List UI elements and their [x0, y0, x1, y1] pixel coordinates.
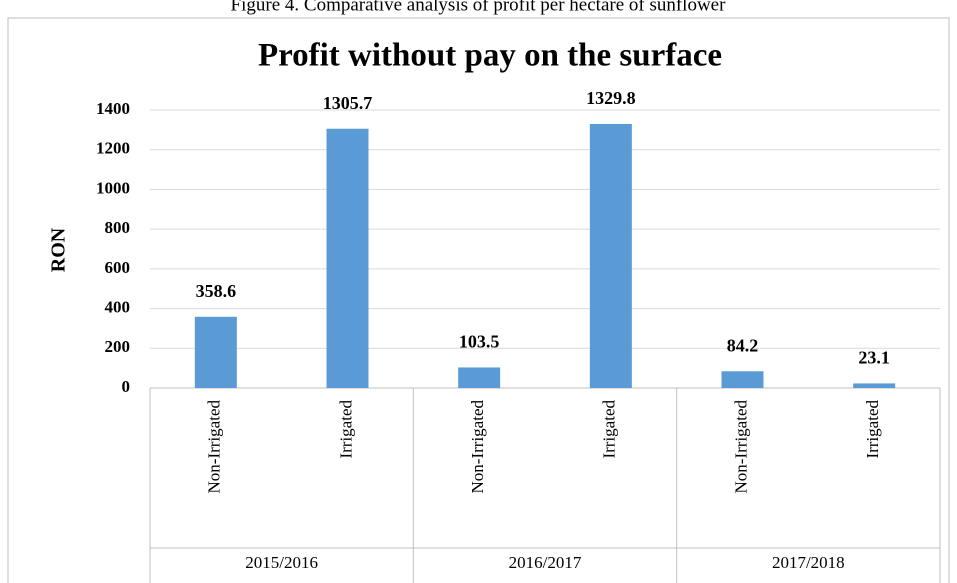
bar	[589, 123, 632, 389]
x-tick-label: Irrigated	[336, 400, 355, 459]
data-label: 358.6	[196, 281, 237, 301]
group-label: 2017/2018	[772, 553, 845, 572]
chart-title: Profit without pay on the surface	[258, 38, 722, 74]
y-tick-label: 800	[105, 218, 131, 237]
data-label: 103.5	[459, 332, 500, 352]
data-label: 23.1	[858, 348, 890, 368]
group-label: 2015/2016	[245, 553, 318, 572]
figure-caption: Figure 4. Comparative analysis of profit…	[231, 0, 727, 15]
x-tick-label: Irrigated	[600, 400, 619, 459]
bar	[721, 371, 764, 388]
bar	[326, 128, 369, 388]
data-label: 84.2	[727, 335, 759, 355]
data-label: 1329.8	[586, 88, 636, 108]
y-tick-label: 1400	[96, 99, 130, 118]
x-tick-label: Non-Irrigated	[468, 400, 487, 494]
y-tick-label: 1200	[96, 139, 130, 158]
y-tick-label: 600	[105, 258, 131, 277]
y-axis-label: RON	[48, 227, 70, 272]
y-tick-label: 200	[105, 337, 131, 356]
x-tick-label: Irrigated	[863, 400, 882, 459]
y-tick-label: 400	[105, 297, 131, 316]
bar	[853, 383, 896, 388]
chart-border	[7, 17, 950, 583]
x-tick-label: Non-Irrigated	[205, 400, 224, 494]
bar	[458, 367, 501, 388]
bar	[194, 316, 237, 388]
y-tick-label: 1000	[96, 178, 130, 197]
group-label: 2016/2017	[509, 553, 582, 572]
y-tick-label: 0	[122, 377, 131, 396]
x-tick-label: Non-Irrigated	[731, 400, 750, 494]
data-label: 1305.7	[323, 93, 373, 113]
